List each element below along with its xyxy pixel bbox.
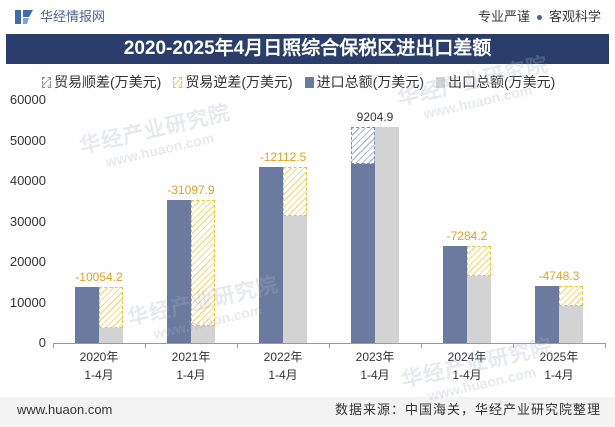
brand-name: 华经情报网 bbox=[40, 9, 106, 24]
x-category-label: 2024年 1-4月 bbox=[447, 350, 487, 382]
y-tick-label: 50000 bbox=[9, 132, 46, 148]
legend-label: 贸易逆差(万美元) bbox=[185, 74, 293, 90]
legend-item-export-total: 出口总额(万美元) bbox=[435, 73, 556, 91]
legend-item-import-total: 进口总额(万美元) bbox=[304, 73, 424, 91]
footer: www.huaon.com 数据来源：中国海关，华经产业研究院整理 bbox=[0, 397, 615, 427]
legend-swatch-trade-deficit bbox=[173, 76, 183, 88]
x-axis-tick bbox=[421, 343, 422, 348]
trade-deficit-box bbox=[559, 286, 583, 306]
legend-label: 进口总额(万美元) bbox=[316, 74, 424, 90]
trade-deficit-label: -31097.9 bbox=[167, 183, 215, 198]
trade-surplus-label: 9204.9 bbox=[356, 110, 394, 125]
chart-title: 2020-2025年4月日照综合保税区进出口差额 bbox=[123, 38, 492, 59]
plot-area: 0 10000 20000 30000 40000 50000 60000 -10054.2 2… bbox=[10, 93, 606, 382]
chart-title-bar: 2020-2025年4月日照综合保税区进出口差额 bbox=[6, 34, 609, 64]
import-bar bbox=[351, 164, 375, 343]
legend-item-trade-deficit: 贸易逆差(万美元) bbox=[173, 73, 293, 91]
export-bar bbox=[467, 275, 491, 343]
trade-deficit-label: -12112.5 bbox=[259, 150, 307, 165]
huajing-logo-icon bbox=[13, 8, 35, 26]
legend-label: 出口总额(万美元) bbox=[447, 74, 556, 90]
trade-deficit-label: -7284.2 bbox=[446, 229, 488, 244]
y-tick-label: 0 bbox=[38, 335, 46, 350]
x-category-label: 2021年 1-4月 bbox=[171, 350, 211, 382]
import-bar bbox=[443, 246, 467, 343]
legend-swatch-import-total bbox=[304, 76, 314, 88]
trade-deficit-label: -10054.2 bbox=[75, 270, 123, 285]
x-category-label: 2022年 1-4月 bbox=[263, 350, 303, 382]
legend-swatch-export-total bbox=[435, 76, 445, 88]
footer-website: www.huaon.com bbox=[17, 402, 113, 417]
y-tick-label: 40000 bbox=[9, 173, 46, 188]
x-category-label: 2025年 1-4月 bbox=[539, 350, 579, 382]
import-bar bbox=[535, 286, 559, 343]
import-bar bbox=[259, 167, 283, 343]
trade-deficit-box bbox=[283, 167, 307, 217]
x-axis-tick bbox=[329, 343, 330, 348]
y-tick-label: 20000 bbox=[9, 254, 46, 269]
export-bar bbox=[375, 127, 399, 343]
trade-deficit-box bbox=[99, 287, 123, 328]
export-bar bbox=[559, 305, 583, 343]
import-bar bbox=[167, 200, 191, 343]
x-axis-tick bbox=[145, 343, 146, 348]
top-header: 华经情报网 专业严谨 客观科学 bbox=[0, 0, 615, 33]
x-axis-tick bbox=[513, 343, 514, 348]
x-axis-tick bbox=[605, 343, 606, 348]
export-bar bbox=[191, 325, 215, 343]
legend-item-trade-surplus: 贸易顺差(万美元) bbox=[42, 73, 161, 91]
y-tick-label: 60000 bbox=[9, 92, 46, 107]
y-tick-label: 30000 bbox=[9, 213, 46, 229]
y-tick-label: 10000 bbox=[9, 294, 46, 310]
export-bar bbox=[99, 327, 123, 343]
trade-surplus-box bbox=[351, 127, 375, 165]
x-category-label: 2023年 1-4月 bbox=[355, 350, 395, 382]
legend-label: 贸易顺差(万美元) bbox=[54, 74, 162, 90]
x-axis-tick bbox=[237, 343, 238, 348]
trade-deficit-label: -4748.3 bbox=[538, 269, 580, 284]
trade-deficit-box bbox=[191, 200, 215, 326]
x-axis-tick bbox=[53, 343, 54, 348]
export-bar bbox=[283, 216, 307, 343]
legend-swatch-trade-surplus bbox=[42, 76, 51, 88]
trade-deficit-box bbox=[467, 246, 491, 276]
slogan: 专业严谨 客观科学 bbox=[478, 8, 601, 26]
legend: 贸易顺差(万美元) 贸易逆差(万美元) 进口总额(万美元) 出口总额(万美元) bbox=[42, 73, 567, 91]
x-category-label: 2020年 1-4月 bbox=[79, 350, 119, 382]
slogan-left: 专业严谨 bbox=[477, 9, 530, 24]
footer-data-source: 数据来源：中国海关，华经产业研究院整理 bbox=[334, 402, 601, 417]
slogan-right: 客观科学 bbox=[548, 9, 601, 24]
import-bar bbox=[75, 287, 99, 343]
bullet-dot-icon bbox=[536, 14, 542, 20]
